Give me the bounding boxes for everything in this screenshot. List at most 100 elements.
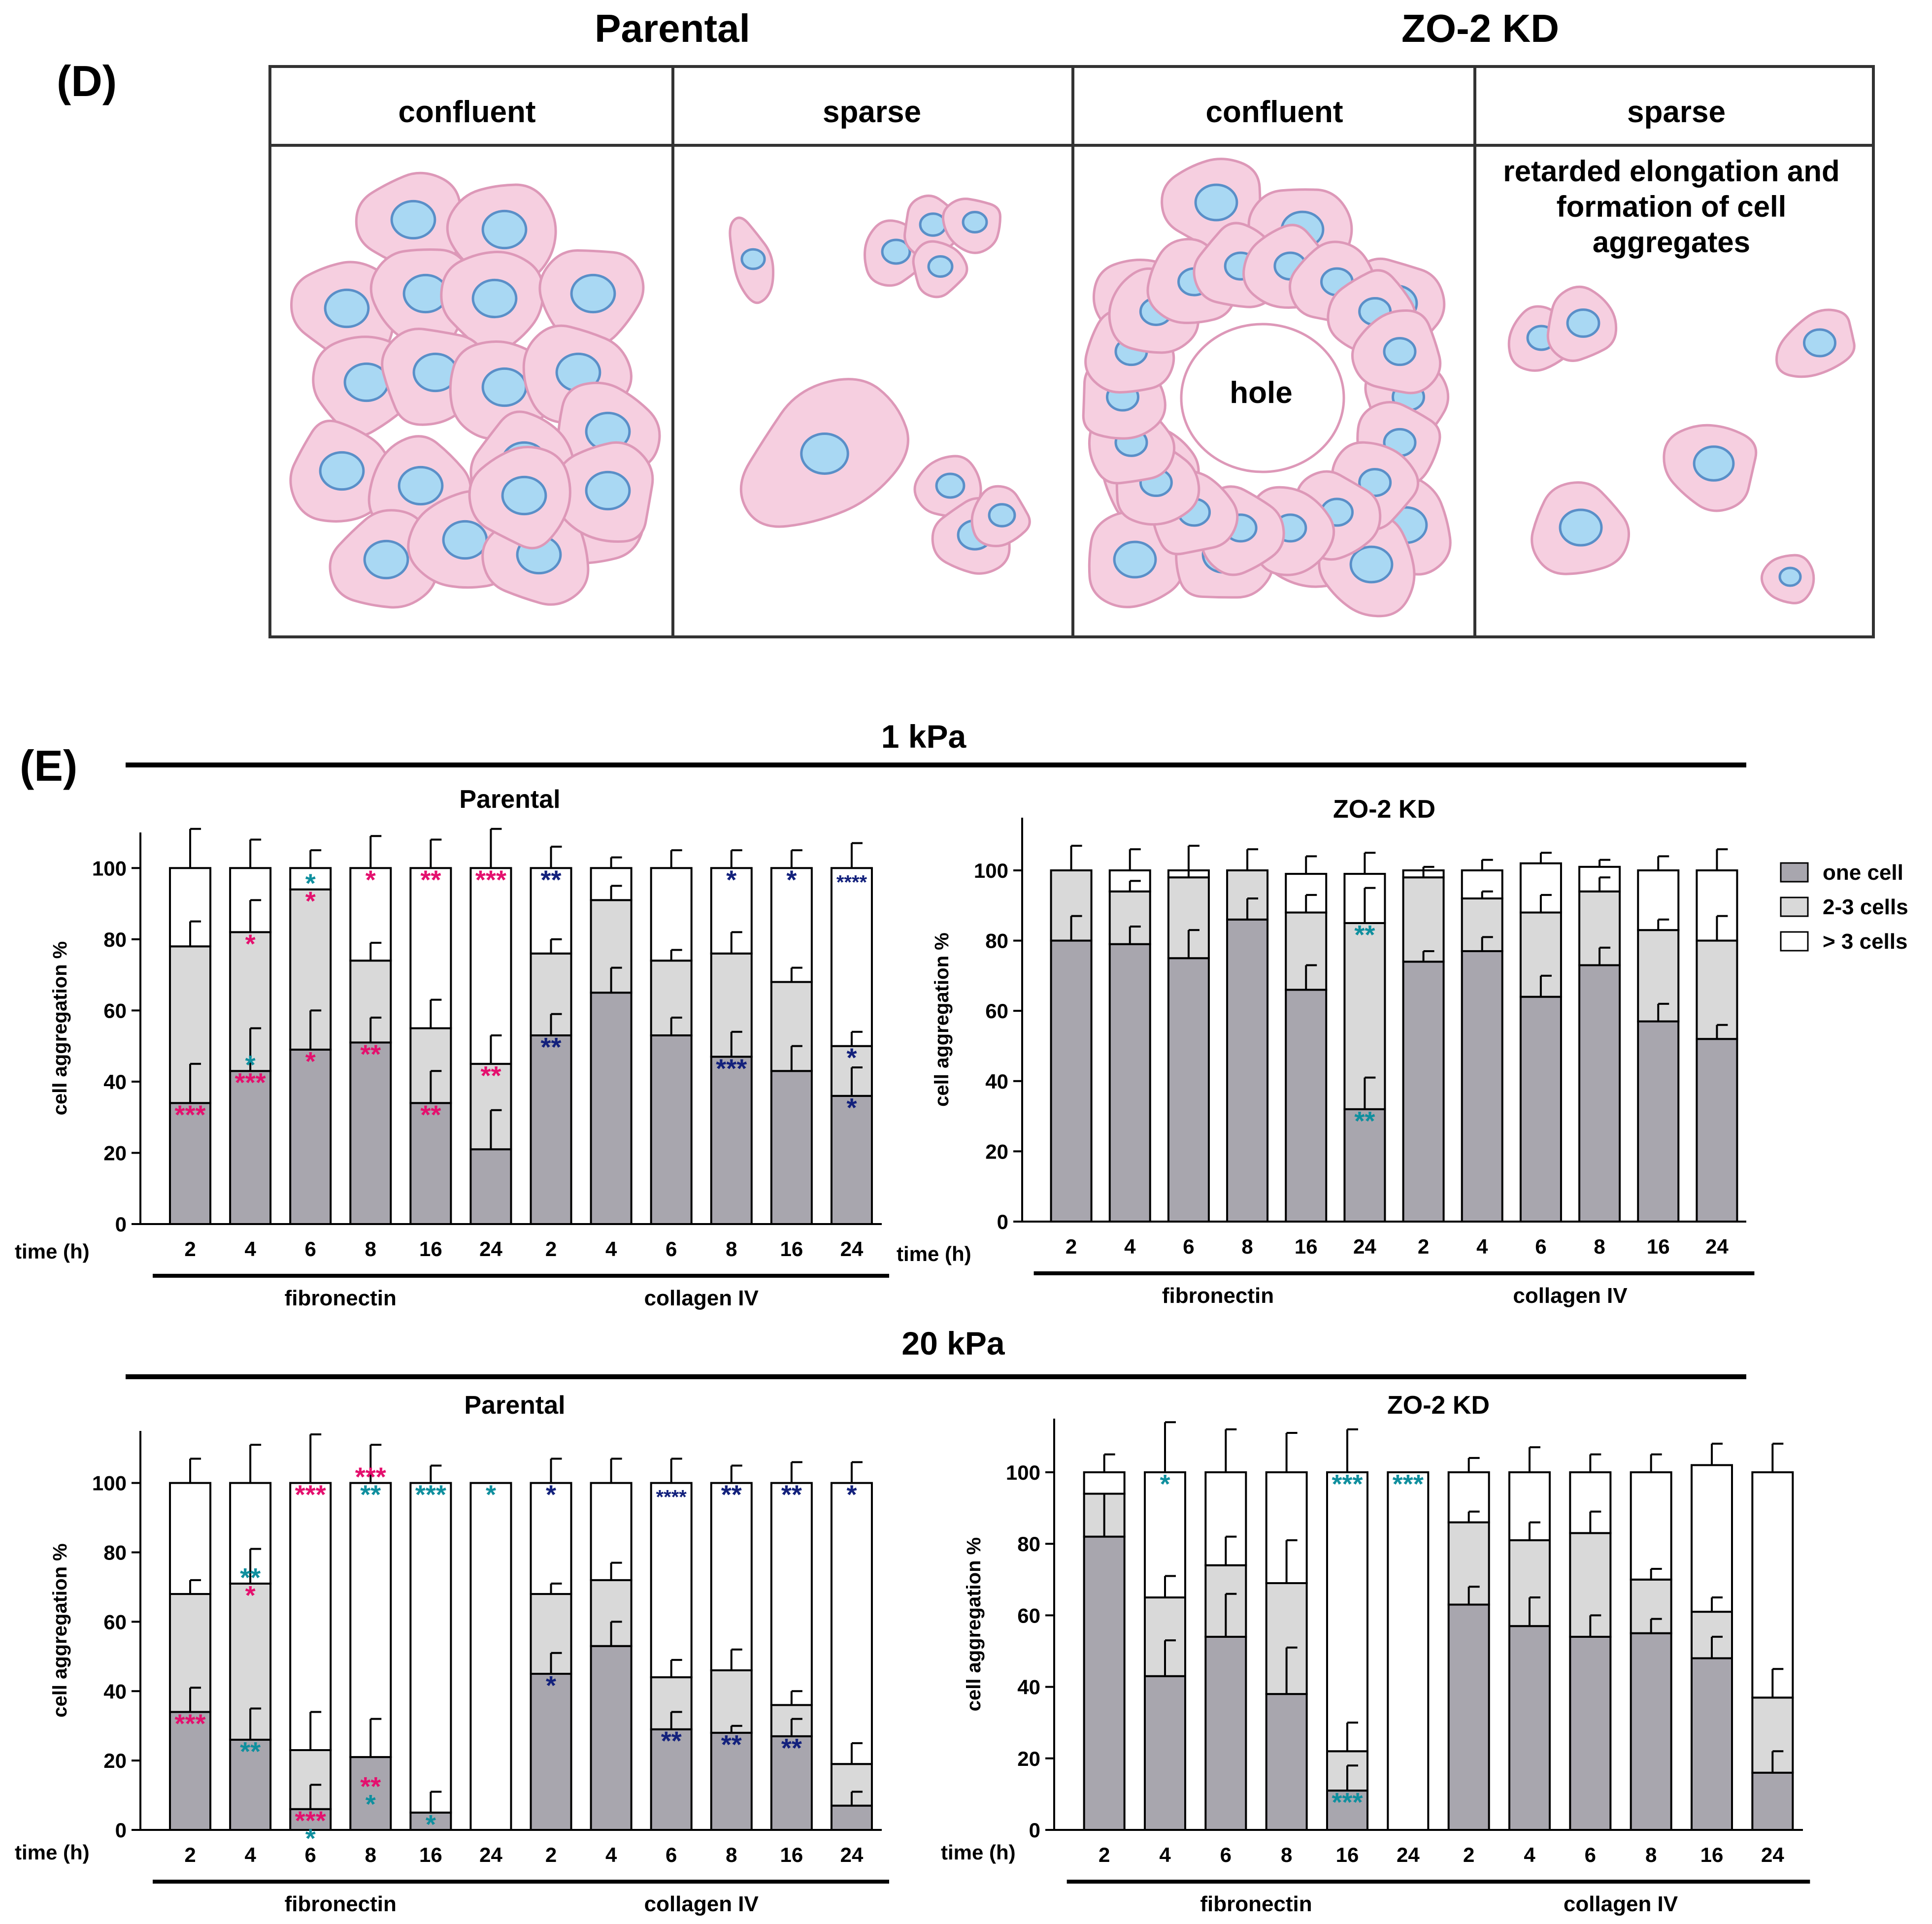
y-tick-label: 0 (115, 1213, 127, 1236)
x-tick-label: 4 (605, 1237, 617, 1261)
hole-label: hole (1230, 376, 1292, 410)
bar-segment-one-cell (1519, 995, 1562, 1223)
x-tick-label: 6 (1220, 1843, 1232, 1866)
significance-stars: *** (716, 1054, 747, 1083)
x-tick-label: 8 (726, 1237, 737, 1261)
sparse-cells-parental (729, 195, 1031, 575)
section-title-20kpa: 20 kPa (901, 1325, 1005, 1361)
significance-stars: *** (1332, 1788, 1363, 1817)
cell-confluent-parental-18-nucleus (585, 470, 631, 511)
x-tick-label: 4 (1159, 1843, 1171, 1866)
bar-segment-gt3-cells (229, 1482, 272, 1585)
x-tick-label: 6 (666, 1237, 677, 1261)
x-tick-label: 24 (1353, 1235, 1376, 1258)
x-tick-label: 16 (419, 1843, 442, 1866)
y-tick-label: 20 (1017, 1747, 1040, 1770)
bar-segment-one-cell (1630, 1632, 1672, 1831)
column-header-confluent-zo2kd: confluent (1206, 95, 1343, 129)
y-tick-label: 100 (92, 1472, 127, 1495)
x-axis-label: time (h) (941, 1841, 1016, 1864)
significance-stars: **** (836, 871, 867, 893)
significance-stars: * (726, 865, 736, 895)
significance-stars: ** (240, 1563, 261, 1592)
bar-segment-one-cell (1751, 1771, 1794, 1831)
cell-sparse-parental-0-nucleus (740, 248, 766, 270)
chart-title: Parental (464, 1391, 565, 1420)
cell-sparse-zo2kd-2-nucleus (1803, 328, 1836, 358)
significance-stars: * (846, 1093, 857, 1123)
group-label: fibronectin (285, 1286, 397, 1310)
legend-swatch-gt3-cells (1780, 931, 1809, 952)
bar-segment-gt3-cells (1751, 1471, 1794, 1699)
y-axis-label: cell aggregation % (49, 941, 71, 1115)
significance-stars: * (305, 1824, 316, 1854)
significance-stars: ** (240, 1737, 261, 1766)
bar-segment-2-3-cells (710, 1669, 753, 1734)
cell-sparse-parental-4-nucleus (927, 255, 954, 278)
x-tick-label: 24 (479, 1237, 502, 1261)
cell-confluent-parental-16-nucleus (442, 520, 488, 560)
significance-stars: * (305, 887, 316, 916)
significance-stars: * (486, 1480, 496, 1510)
chart-title: ZO-2 KD (1333, 795, 1435, 824)
group-title-zo2kd: ZO-2 KD (1401, 6, 1559, 50)
bar-segment-gt3-cells (770, 1482, 813, 1706)
x-tick-label: 8 (726, 1843, 737, 1866)
cell-sparse-zo2kd-1-nucleus (1566, 308, 1600, 338)
cell-sparse-zo2kd-5-nucleus (1778, 566, 1802, 587)
bar-segment-one-cell (1050, 939, 1093, 1223)
chart-title: ZO-2 KD (1387, 1391, 1490, 1420)
significance-stars: * (245, 1050, 256, 1080)
x-tick-label: 8 (1594, 1235, 1605, 1258)
x-tick-label: 8 (1241, 1235, 1253, 1258)
cell-sparse-parental-8-nucleus (988, 503, 1016, 528)
bar-segment-one-cell (710, 1731, 753, 1831)
bar-segment-one-cell (530, 1673, 572, 1831)
chart-1kpa-parental: Parental 0 20 40 60 80 100 cell aggregation % ti… (15, 785, 889, 1310)
x-tick-label: 24 (1705, 1235, 1729, 1258)
y-tick-label: 60 (103, 999, 127, 1022)
significance-stars: *** (295, 1480, 326, 1510)
y-tick-label: 80 (1017, 1532, 1040, 1556)
x-tick-label: 16 (1336, 1843, 1359, 1866)
y-tick-label: 20 (103, 1141, 127, 1164)
x-tick-label: 6 (1535, 1235, 1546, 1258)
bar-segment-gt3-cells (830, 1482, 873, 1765)
significance-stars: *** (175, 1709, 206, 1739)
chart-title: Parental (459, 785, 560, 814)
column-header-sparse-zo2kd: sparse (1627, 95, 1726, 129)
section-title-1kpa: 1 kPa (881, 718, 967, 755)
x-tick-label: 4 (1524, 1843, 1535, 1866)
panel-d-label: (D) (57, 57, 117, 105)
cell-confluent-zo2kd-outer-9-nucleus (1349, 545, 1394, 584)
cell-confluent-parental-2-nucleus (324, 288, 370, 329)
x-tick-label: 8 (365, 1843, 376, 1866)
bar-segment-one-cell (229, 1070, 272, 1226)
significance-stars: *** (355, 1462, 386, 1492)
x-axis-label: time (h) (897, 1242, 971, 1265)
significance-stars: ** (781, 1733, 802, 1763)
significance-stars: ** (781, 1480, 802, 1510)
y-tick-label: 60 (1017, 1604, 1040, 1627)
significance-stars: * (786, 865, 797, 895)
bar-segment-one-cell (770, 1070, 813, 1226)
bar-segment-gt3-cells (710, 1482, 753, 1671)
cell-confluent-parental-11-nucleus (319, 451, 365, 491)
cell-confluent-parental-0-nucleus (390, 199, 436, 240)
bar-segment-one-cell (1285, 989, 1328, 1223)
bar-segment-gt3-cells (409, 1482, 452, 1814)
y-tick-label: 100 (974, 859, 1008, 882)
x-tick-label: 2 (1418, 1235, 1429, 1258)
x-tick-label: 4 (1476, 1235, 1488, 1258)
y-tick-label: 0 (997, 1210, 1008, 1233)
y-axis-label: cell aggregation % (931, 932, 953, 1106)
group-label: collagen IV (1564, 1892, 1678, 1916)
x-tick-label: 2 (184, 1843, 196, 1866)
y-axis-label: cell aggregation % (49, 1543, 71, 1717)
y-tick-label: 80 (985, 929, 1008, 953)
bar-segment-one-cell (830, 1095, 873, 1225)
bar-segment-2-3-cells (1402, 876, 1445, 963)
significance-stars: *** (475, 865, 506, 895)
